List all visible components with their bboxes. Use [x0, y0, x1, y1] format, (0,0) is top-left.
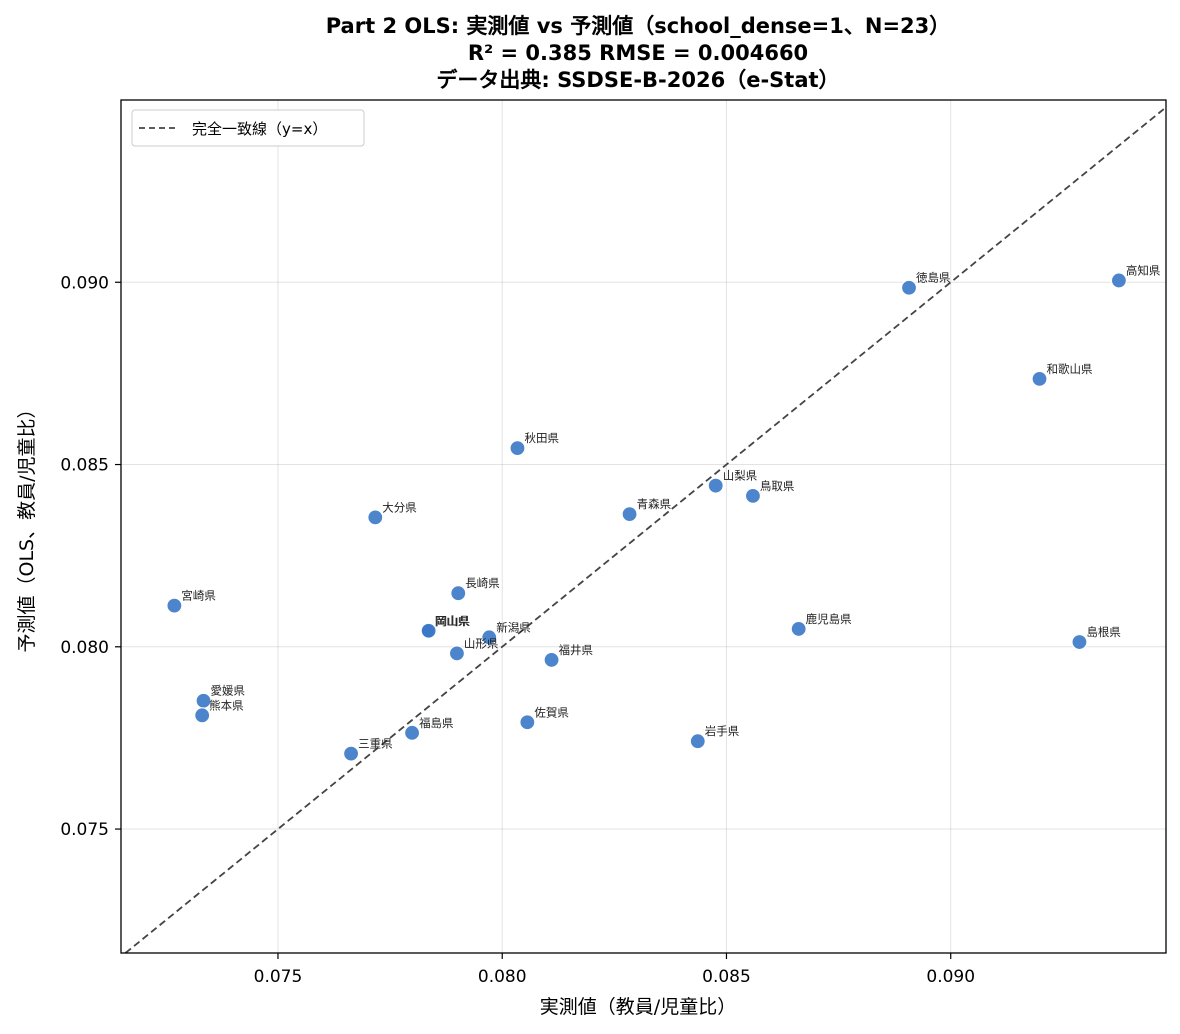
- y-tick-label-2: 0.085: [60, 456, 109, 476]
- chart-title-line-2: R² = 0.385 RMSE = 0.004660: [468, 41, 808, 65]
- plot-area: 0.075 0.080 0.085 0.090 0.075 0.080 0.085 0.090…: [60, 100, 1167, 987]
- x-tick-label-0: 0.075: [254, 967, 303, 987]
- data-point-6: [621, 506, 638, 523]
- data-point-14: [543, 651, 560, 669]
- data-point-13: [448, 645, 466, 662]
- data-point-label-6: 青森県: [637, 497, 672, 511]
- data-point-5: [744, 487, 762, 504]
- data-point-11: [420, 622, 437, 639]
- data-point-7: [367, 509, 384, 526]
- data-point-label-11: 岡山県: [436, 614, 471, 628]
- y-tick-label-0: 0.075: [60, 820, 109, 840]
- data-point-4: [707, 477, 724, 494]
- x-axis-label: 実測値（教員/児童比）: [540, 996, 736, 1018]
- x-tick-label-3: 0.090: [926, 967, 975, 987]
- data-point-label-8: 長崎県: [465, 576, 500, 590]
- data-point-label-21: 三重県: [358, 737, 393, 751]
- data-point-2: [1031, 370, 1048, 387]
- data-point-label-7: 大分県: [382, 500, 417, 514]
- data-point-label-20: 福島県: [419, 716, 454, 730]
- data-point-label-16: 島根県: [1086, 625, 1121, 639]
- legend-box: [131, 109, 365, 147]
- data-point-12: [481, 629, 498, 646]
- data-point-label-3: 秋田県: [524, 431, 559, 445]
- data-point-15: [790, 620, 807, 638]
- data-point-3: [509, 440, 526, 457]
- data-point-18: [194, 707, 211, 724]
- chart-title-line-3: データ出典: SSDSE-B-2026（e-Stat）: [436, 68, 839, 92]
- data-point-label-17: 愛媛県: [211, 684, 246, 698]
- chart-title-line-1: Part 2 OLS: 実測値 vs 予測値（school_dense=1、N=…: [326, 14, 951, 38]
- data-point-label-14: 福井県: [559, 643, 594, 657]
- data-point-8: [450, 585, 467, 602]
- y-tick-label-3: 0.090: [60, 273, 109, 293]
- data-point-1: [900, 279, 918, 296]
- y-axis-label: 予測値（OLS、教員/児童比）: [16, 399, 38, 652]
- data-point-label-10: 岡山県: [435, 614, 470, 628]
- data-point-9: [166, 597, 183, 614]
- data-point-19: [519, 714, 536, 731]
- data-point-21: [342, 745, 360, 762]
- data-point-label-5: 鳥取県: [760, 479, 795, 493]
- x-tick-label-2: 0.085: [702, 967, 751, 987]
- data-point-label-4: 山梨県: [723, 469, 758, 483]
- x-tick-label-1: 0.080: [478, 967, 527, 987]
- data-point-label-22: 岩手県: [705, 724, 740, 738]
- legend-entry-identity-line: 完全一致線（y=x）: [192, 120, 327, 138]
- data-point-label-15: 鹿児島県: [806, 612, 852, 626]
- data-point-label-13: 山形県: [464, 636, 499, 650]
- data-point-0: [1110, 272, 1128, 289]
- data-point-label-1: 徳島県: [916, 271, 951, 285]
- data-point-label-9: 宮崎県: [181, 589, 216, 603]
- data-point-label-0: 高知県: [1126, 263, 1161, 277]
- data-point-label-12: 新潟県: [496, 620, 531, 634]
- data-point-label-18: 熊本県: [209, 698, 244, 712]
- plot-frame: [120, 99, 1167, 954]
- y-tick-label-1: 0.080: [60, 638, 109, 658]
- legend: 完全一致線（y=x）: [131, 109, 365, 147]
- identity-line: [124, 106, 1167, 954]
- data-point-20: [403, 724, 421, 741]
- data-point-22: [689, 733, 706, 750]
- data-point-label-19: 佐賀県: [534, 705, 569, 719]
- data-point-label-2: 和歌山県: [1047, 362, 1093, 376]
- data-point-16: [1071, 633, 1088, 651]
